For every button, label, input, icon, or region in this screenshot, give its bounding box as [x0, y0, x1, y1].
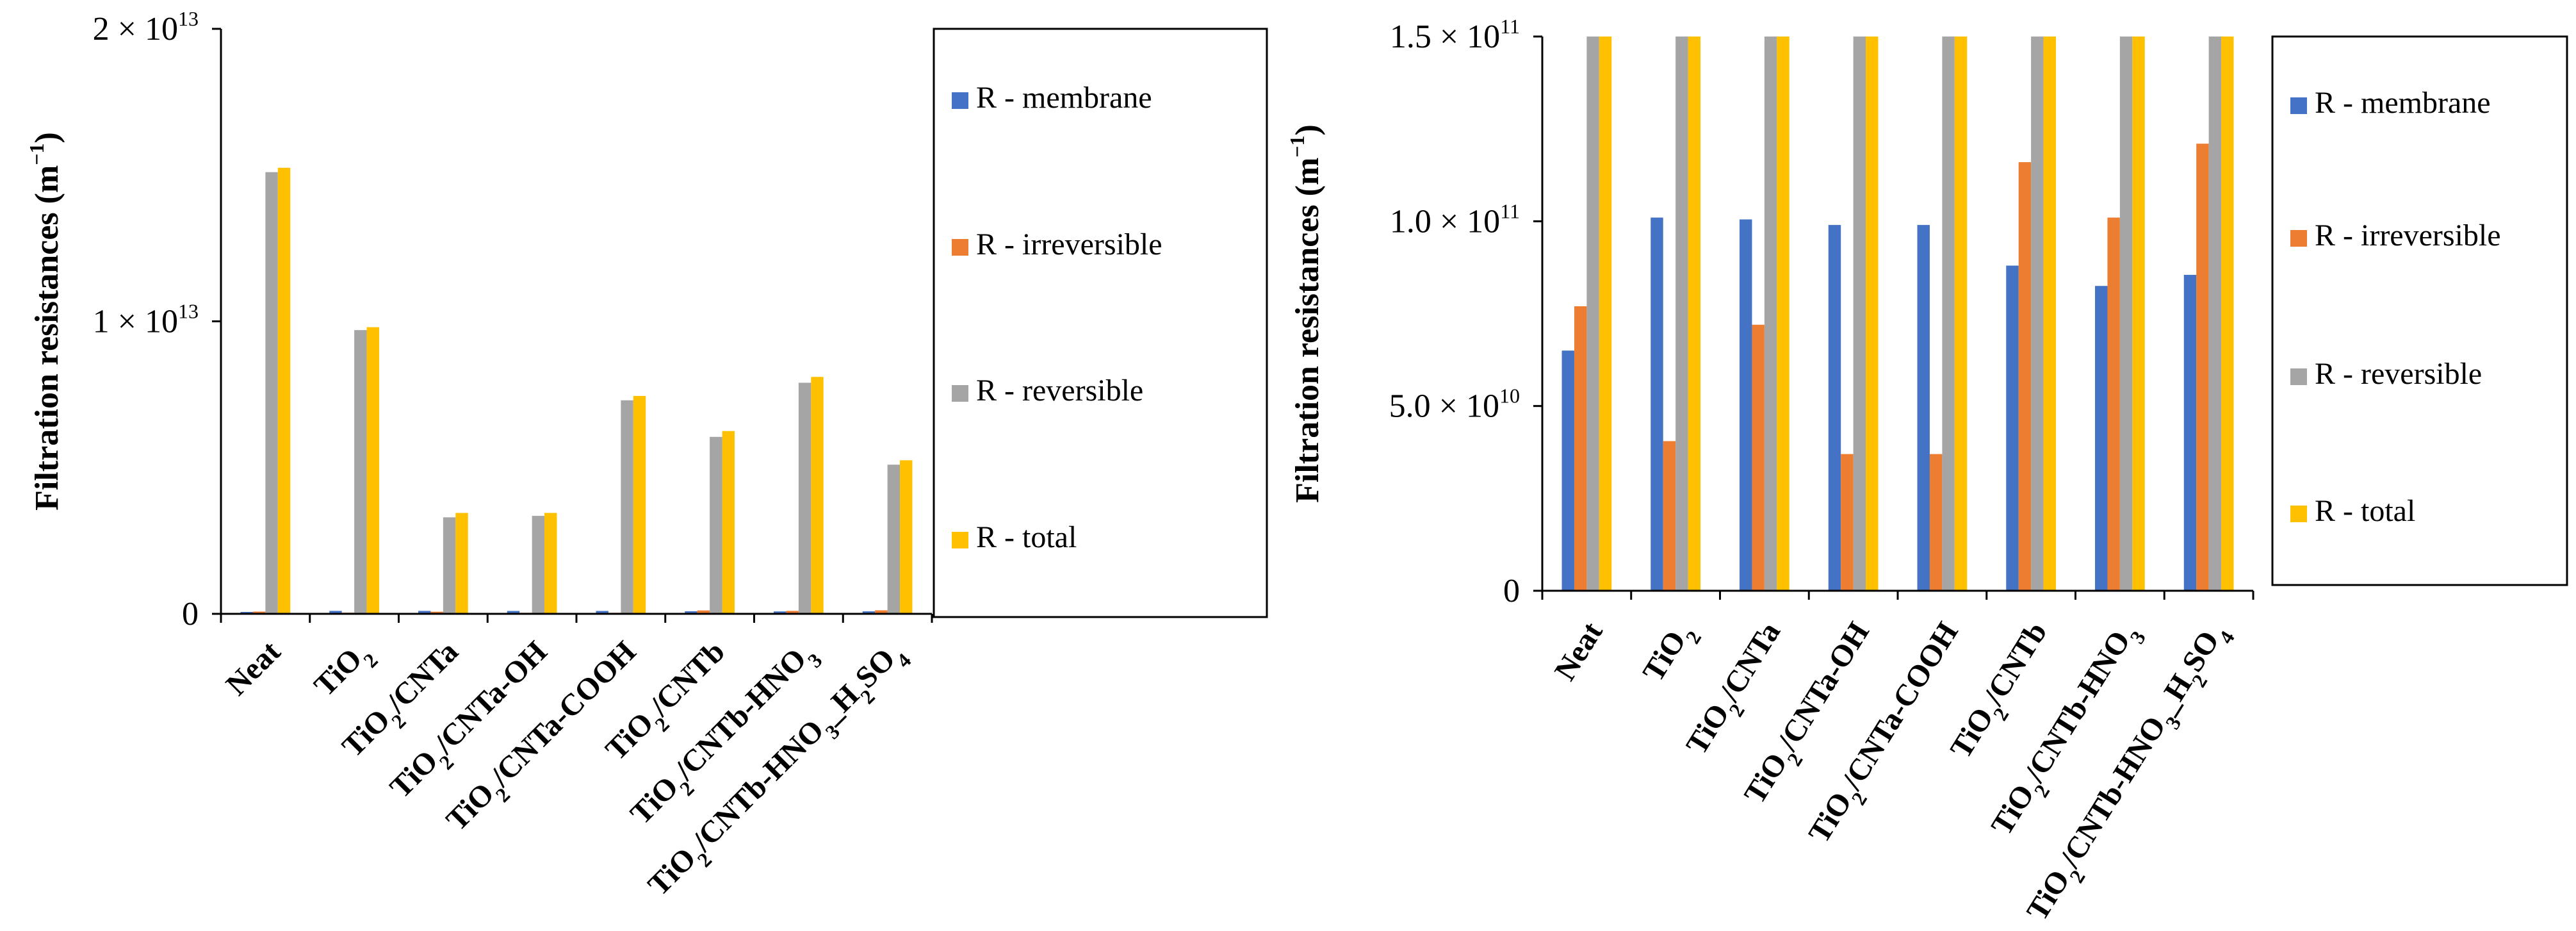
bar-r-irreversible-neat [252, 611, 266, 614]
bar-r-total-tio2-cntb-hno3-h2so4 [900, 460, 913, 614]
bar-r-membrane-tio2 [1651, 217, 1663, 591]
bar-r-irreversible-tio2-cnta [1752, 324, 1765, 591]
bar-r-reversible-tio2-cntb [2031, 37, 2044, 591]
bar-r-membrane-tio2-cntb-hno3 [2095, 286, 2108, 591]
legend-swatch-r-irreversible [952, 239, 968, 256]
y-tick-label: 5.0 × 1010 [1389, 384, 1520, 425]
bar-r-membrane-tio2-cntb [685, 611, 697, 614]
y-axis-title: Filtration resistances (m−1) [1285, 124, 1326, 503]
bar-r-total-tio2-cntb-hno3 [811, 377, 824, 614]
legend-label-r-irreversible: R - irreversible [976, 227, 1162, 261]
legend: R - membrane R - irreversible R - reversib… [2271, 35, 2568, 586]
bar-r-membrane-tio2-cntb-hno3 [774, 611, 787, 614]
bar-r-membrane-tio2-cnta-cooh [1917, 225, 1930, 591]
legend-swatch-r-reversible [2290, 368, 2307, 385]
legend-label-r-reversible: R - reversible [2315, 357, 2482, 391]
bar-r-total-tio2-cnta-oh [1866, 37, 1879, 591]
x-tick-label-tio2: TiO2 [1636, 616, 1706, 692]
bar-r-irreversible-tio2-cnta-oh [1841, 454, 1854, 591]
bar-r-reversible-tio2-cnta [1764, 37, 1777, 591]
y-tick-label: 1.0 × 1011 [1390, 199, 1520, 240]
bar-r-reversible-tio2-cnta-cooh [1942, 37, 1955, 591]
bar-r-total-tio2-cnta-cooh [633, 395, 646, 614]
y-tick-label: 0 [182, 596, 199, 632]
bar-r-reversible-tio2-cntb-hno3-h2so4 [2208, 37, 2222, 591]
bar-r-total-tio2-cnta [1777, 37, 1789, 591]
bar-r-irreversible-tio2-cntb [2018, 162, 2032, 591]
bar-r-membrane-tio2-cnta-oh [1828, 225, 1841, 591]
bar-r-total-neat [1599, 37, 1612, 591]
bar-r-membrane-tio2-cntb-hno3-h2so4 [862, 611, 876, 614]
legend-box [933, 28, 1268, 618]
legend-label-r-total: R - total [2315, 494, 2415, 528]
bar-r-reversible-tio2-cnta-oh [1853, 37, 1866, 591]
bar-r-reversible-neat [1586, 37, 1599, 591]
bar-r-irreversible-tio2-cntb-hno3-h2so4 [875, 610, 888, 614]
bar-r-membrane-tio2-cnta [1740, 219, 1752, 591]
bar-r-irreversible-tio2-cntb-hno3 [786, 611, 799, 614]
bar-r-total-tio2-cntb-hno3-h2so4 [2221, 37, 2234, 591]
x-tick-label-neat: Neat [220, 634, 287, 702]
x-tick-label-neat: Neat [1548, 616, 1610, 686]
x-tick-label-tio2: TiO2 [307, 634, 382, 709]
legend-box [2271, 35, 2568, 586]
legend: R - membrane R - irreversible R - reversib… [933, 28, 1268, 618]
legend-swatch-r-irreversible [2290, 230, 2307, 247]
bar-r-membrane-tio2 [329, 611, 342, 614]
y-axis-title: Filtration resistances (m−1) [25, 132, 65, 511]
bar-r-irreversible-neat [1574, 306, 1587, 591]
legend-swatch-r-membrane [952, 92, 968, 109]
bar-r-total-tio2-cntb-hno3 [2132, 37, 2145, 591]
legend-swatch-r-total [2290, 506, 2307, 522]
bar-r-total-tio2-cntb [722, 431, 735, 614]
bar-r-irreversible-tio2 [1663, 441, 1676, 591]
legend-swatch-r-membrane [2290, 97, 2307, 114]
bar-r-membrane-neat [1561, 350, 1574, 591]
legend-label-r-irreversible: R - irreversible [2315, 218, 2501, 252]
bar-r-irreversible-tio2-cntb-hno3 [2107, 217, 2120, 591]
bar-r-total-tio2 [1688, 37, 1700, 591]
bar-r-membrane-tio2-cnta [418, 611, 431, 614]
bar-r-total-tio2-cntb [2043, 37, 2056, 591]
bar-r-reversible-tio2-cnta [443, 517, 456, 614]
y-tick-label: 2 × 1013 [93, 7, 199, 47]
bar-r-irreversible-tio2-cntb-hno3-h2so4 [2196, 144, 2209, 591]
y-tick-label: 0 [1503, 573, 1520, 609]
bar-r-irreversible-tio2-cntb [697, 610, 710, 614]
legend-label-r-total: R - total [976, 520, 1077, 554]
bar-r-total-tio2-cnta-cooh [1954, 37, 1968, 591]
legend-swatch-r-reversible [952, 385, 968, 402]
bar-r-total-tio2 [366, 327, 379, 614]
legend-swatch-r-total [952, 532, 968, 548]
bar-r-reversible-tio2-cntb-hno3-h2so4 [887, 465, 901, 614]
bar-r-membrane-tio2-cnta-oh [507, 611, 520, 614]
bar-r-total-neat [277, 167, 291, 614]
bar-r-reversible-tio2-cnta-cooh [621, 400, 633, 614]
bar-r-total-tio2-cnta-oh [544, 513, 557, 614]
y-tick-label: 1.5 × 1011 [1390, 15, 1520, 55]
bar-r-reversible-tio2-cntb [710, 436, 722, 614]
bar-r-reversible-tio2 [1675, 37, 1688, 591]
y-tick-label: 1 × 1013 [93, 300, 199, 340]
bar-r-irreversible-tio2-cnta-cooh [1929, 454, 1943, 591]
legend-label-r-reversible: R - reversible [976, 374, 1143, 408]
bar-r-reversible-tio2-cntb-hno3 [2119, 37, 2133, 591]
bar-r-total-tio2-cnta [455, 513, 468, 614]
bar-r-membrane-tio2-cnta-cooh [596, 611, 608, 614]
bar-r-reversible-neat [265, 172, 278, 614]
bar-r-membrane-tio2-cntb-hno3-h2so4 [2183, 274, 2197, 591]
bar-r-reversible-tio2-cnta-oh [532, 516, 545, 614]
bar-r-irreversible-tio2-cnta [430, 611, 443, 614]
legend-label-r-membrane: R - membrane [976, 81, 1152, 115]
bar-r-reversible-tio2 [354, 330, 367, 614]
bar-r-membrane-tio2-cntb [2006, 265, 2019, 591]
legend-label-r-membrane: R - membrane [2315, 86, 2491, 120]
bar-r-reversible-tio2-cntb-hno3 [798, 383, 811, 614]
